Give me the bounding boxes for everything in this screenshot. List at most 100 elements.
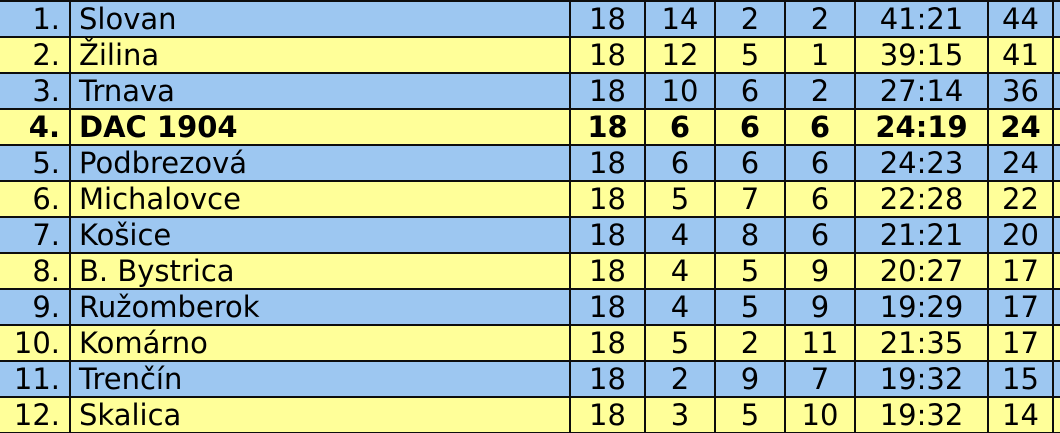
wins-cell: 12 <box>645 37 716 74</box>
team-cell: B. Bystrica <box>70 253 571 290</box>
losses-cell: 6 <box>785 217 856 254</box>
losses-cell: 11 <box>785 325 856 362</box>
rank-cell: 6. <box>0 181 71 218</box>
draws-cell: 6 <box>715 109 786 146</box>
right-edge-sliver <box>1053 325 1060 362</box>
table-row: 1. Slovan 18 14 2 2 41:21 44 <box>0 1 1060 38</box>
rank-cell: 9. <box>0 289 71 326</box>
team-cell: Slovan <box>70 1 571 38</box>
wins-cell: 6 <box>645 145 716 182</box>
losses-cell: 1 <box>785 37 856 74</box>
rank-cell: 3. <box>0 73 71 110</box>
rank-cell: 8. <box>0 253 71 290</box>
losses-cell: 6 <box>785 109 856 146</box>
draws-cell: 7 <box>715 181 786 218</box>
points-cell: 17 <box>988 325 1054 362</box>
wins-cell: 3 <box>645 397 716 433</box>
points-cell: 22 <box>988 181 1054 218</box>
rank-cell: 4. <box>0 109 71 146</box>
wins-cell: 10 <box>645 73 716 110</box>
team-cell: Žilina <box>70 37 571 74</box>
losses-cell: 9 <box>785 253 856 290</box>
played-cell: 18 <box>570 73 646 110</box>
draws-cell: 9 <box>715 361 786 398</box>
right-edge-sliver <box>1053 253 1060 290</box>
table-row: 10. Komárno 18 5 2 11 21:35 17 <box>0 325 1060 362</box>
draws-cell: 5 <box>715 37 786 74</box>
rank-cell: 12. <box>0 397 71 433</box>
losses-cell: 2 <box>785 1 856 38</box>
draws-cell: 6 <box>715 145 786 182</box>
goals-cell: 41:21 <box>855 1 989 38</box>
losses-cell: 7 <box>785 361 856 398</box>
wins-cell: 14 <box>645 1 716 38</box>
goals-cell: 19:32 <box>855 397 989 433</box>
table-row: 2. Žilina 18 12 5 1 39:15 41 <box>0 37 1060 74</box>
played-cell: 18 <box>570 325 646 362</box>
goals-cell: 20:27 <box>855 253 989 290</box>
rank-cell: 2. <box>0 37 71 74</box>
table-row: 12. Skalica 18 3 5 10 19:32 14 <box>0 397 1060 433</box>
played-cell: 18 <box>570 181 646 218</box>
draws-cell: 2 <box>715 1 786 38</box>
team-cell: Skalica <box>70 397 571 433</box>
goals-cell: 24:23 <box>855 145 989 182</box>
right-edge-sliver <box>1053 181 1060 218</box>
played-cell: 18 <box>570 1 646 38</box>
team-cell: Trenčín <box>70 361 571 398</box>
played-cell: 18 <box>570 289 646 326</box>
wins-cell: 5 <box>645 181 716 218</box>
losses-cell: 9 <box>785 289 856 326</box>
team-cell: Trnava <box>70 73 571 110</box>
played-cell: 18 <box>570 145 646 182</box>
right-edge-sliver <box>1053 217 1060 254</box>
goals-cell: 21:35 <box>855 325 989 362</box>
table-row: 11. Trenčín 18 2 9 7 19:32 15 <box>0 361 1060 398</box>
points-cell: 17 <box>988 289 1054 326</box>
goals-cell: 22:28 <box>855 181 989 218</box>
right-edge-sliver <box>1053 109 1060 146</box>
points-cell: 24 <box>988 109 1054 146</box>
points-cell: 15 <box>988 361 1054 398</box>
table-row-highlighted: 4. DAC 1904 18 6 6 6 24:19 24 <box>0 109 1060 146</box>
rank-cell: 11. <box>0 361 71 398</box>
right-edge-sliver <box>1053 289 1060 326</box>
points-cell: 14 <box>988 397 1054 433</box>
losses-cell: 6 <box>785 181 856 218</box>
points-cell: 44 <box>988 1 1054 38</box>
rank-cell: 5. <box>0 145 71 182</box>
played-cell: 18 <box>570 361 646 398</box>
draws-cell: 8 <box>715 217 786 254</box>
right-edge-sliver <box>1053 145 1060 182</box>
right-edge-sliver <box>1053 1 1060 38</box>
draws-cell: 2 <box>715 325 786 362</box>
team-cell: Podbrezová <box>70 145 571 182</box>
right-edge-sliver <box>1053 73 1060 110</box>
right-edge-sliver <box>1053 37 1060 74</box>
wins-cell: 4 <box>645 289 716 326</box>
draws-cell: 6 <box>715 73 786 110</box>
played-cell: 18 <box>570 217 646 254</box>
team-cell: Komárno <box>70 325 571 362</box>
wins-cell: 4 <box>645 253 716 290</box>
rank-cell: 1. <box>0 1 71 38</box>
team-cell: Ružomberok <box>70 289 571 326</box>
losses-cell: 2 <box>785 73 856 110</box>
table-row: 8. B. Bystrica 18 4 5 9 20:27 17 <box>0 253 1060 290</box>
table-row: 9. Ružomberok 18 4 5 9 19:29 17 <box>0 289 1060 326</box>
points-cell: 17 <box>988 253 1054 290</box>
wins-cell: 4 <box>645 217 716 254</box>
table-row: 5. Podbrezová 18 6 6 6 24:23 24 <box>0 145 1060 182</box>
played-cell: 18 <box>570 109 646 146</box>
points-cell: 36 <box>988 73 1054 110</box>
played-cell: 18 <box>570 397 646 433</box>
right-edge-sliver <box>1053 397 1060 433</box>
goals-cell: 19:32 <box>855 361 989 398</box>
played-cell: 18 <box>570 253 646 290</box>
draws-cell: 5 <box>715 397 786 433</box>
goals-cell: 19:29 <box>855 289 989 326</box>
table-row: 6. Michalovce 18 5 7 6 22:28 22 <box>0 181 1060 218</box>
losses-cell: 10 <box>785 397 856 433</box>
